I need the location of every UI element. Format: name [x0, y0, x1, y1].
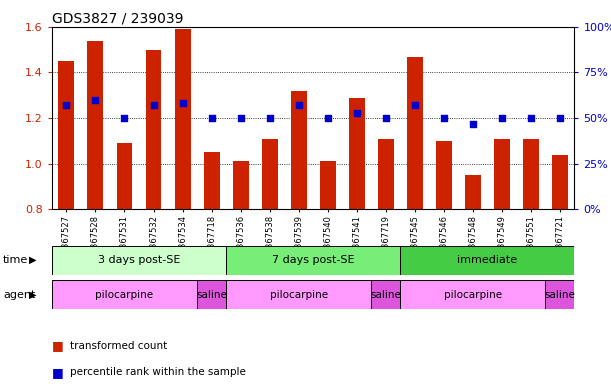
Text: ▶: ▶ — [29, 255, 37, 265]
Point — [352, 109, 362, 116]
Bar — [52, 246, 226, 275]
Point — [207, 115, 216, 121]
Bar — [371, 280, 400, 309]
Bar — [378, 139, 393, 209]
Text: ▶: ▶ — [29, 290, 37, 300]
Point — [265, 115, 274, 121]
Text: agent: agent — [3, 290, 35, 300]
Point — [90, 97, 100, 103]
Point — [120, 115, 130, 121]
Text: 7 days post-SE: 7 days post-SE — [272, 255, 354, 265]
Bar — [59, 61, 75, 209]
Text: saline: saline — [544, 290, 576, 300]
Point — [323, 115, 332, 121]
Bar — [233, 161, 249, 209]
Text: saline: saline — [370, 290, 401, 300]
Text: pilocarpine: pilocarpine — [444, 290, 502, 300]
Text: 3 days post-SE: 3 days post-SE — [98, 255, 180, 265]
Bar — [197, 280, 226, 309]
Point — [439, 115, 448, 121]
Bar — [400, 246, 574, 275]
Bar — [465, 175, 481, 209]
Bar — [226, 246, 400, 275]
Bar — [145, 50, 161, 209]
Bar — [436, 141, 452, 209]
Point — [526, 115, 536, 121]
Bar — [349, 98, 365, 209]
Bar — [262, 139, 277, 209]
Bar — [494, 139, 510, 209]
Point — [381, 115, 390, 121]
Bar — [52, 280, 197, 309]
Bar — [545, 280, 574, 309]
Text: pilocarpine: pilocarpine — [269, 290, 327, 300]
Bar — [226, 280, 371, 309]
Bar — [320, 161, 335, 209]
Point — [148, 102, 158, 108]
Point — [62, 102, 71, 108]
Bar — [552, 155, 568, 209]
Text: pilocarpine: pilocarpine — [95, 290, 153, 300]
Bar — [291, 91, 307, 209]
Text: ■: ■ — [52, 339, 64, 352]
Point — [497, 115, 507, 121]
Point — [555, 115, 565, 121]
Point — [410, 102, 420, 108]
Point — [236, 115, 246, 121]
Point — [294, 102, 304, 108]
Text: immediate: immediate — [457, 255, 518, 265]
Text: percentile rank within the sample: percentile rank within the sample — [70, 367, 246, 377]
Text: ■: ■ — [52, 366, 64, 379]
Point — [468, 121, 478, 127]
Text: GDS3827 / 239039: GDS3827 / 239039 — [52, 12, 183, 25]
Point — [178, 101, 188, 107]
Bar — [523, 139, 539, 209]
Bar — [117, 143, 133, 209]
Bar — [407, 56, 423, 209]
Bar — [87, 41, 103, 209]
Bar — [400, 280, 546, 309]
Text: time: time — [3, 255, 28, 265]
Bar — [203, 152, 219, 209]
Text: saline: saline — [196, 290, 227, 300]
Text: transformed count: transformed count — [70, 341, 167, 351]
Bar — [175, 29, 191, 209]
